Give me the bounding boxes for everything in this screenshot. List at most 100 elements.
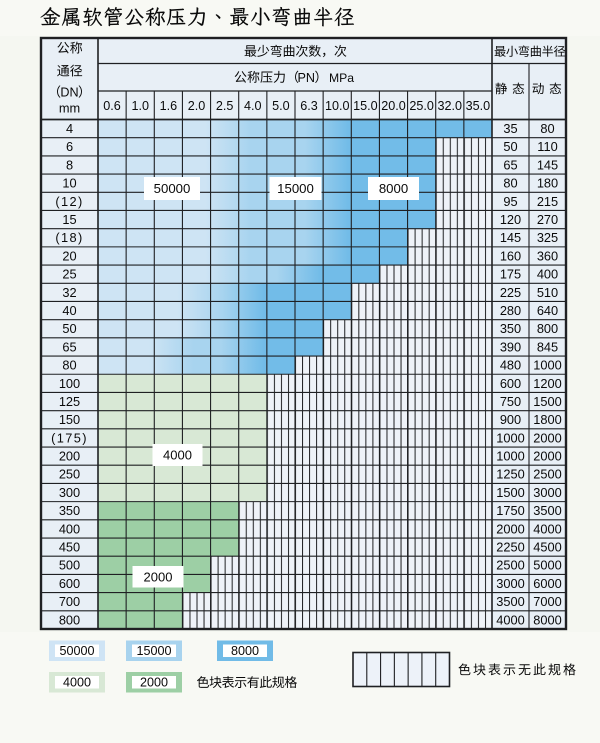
svg-text:480: 480 (500, 358, 521, 373)
svg-text:325: 325 (537, 230, 558, 245)
svg-text:15: 15 (62, 212, 76, 227)
svg-text:1.0: 1.0 (131, 99, 149, 113)
svg-text:5000: 5000 (533, 558, 561, 573)
svg-text:MPa: MPa (329, 71, 354, 85)
svg-text:2000: 2000 (533, 430, 561, 445)
svg-text:180: 180 (537, 176, 558, 191)
svg-text:4.0: 4.0 (244, 99, 262, 113)
svg-text:80: 80 (503, 176, 517, 191)
svg-text:800: 800 (537, 321, 558, 336)
svg-text:8: 8 (66, 157, 73, 172)
svg-text:1500: 1500 (496, 485, 524, 500)
svg-text:750: 750 (500, 394, 521, 409)
svg-text:400: 400 (537, 267, 558, 282)
svg-text:(18): (18) (55, 230, 83, 245)
svg-text:10: 10 (62, 176, 76, 191)
svg-text:7000: 7000 (533, 594, 561, 609)
svg-text:1000: 1000 (496, 449, 524, 464)
svg-text:600: 600 (500, 376, 521, 391)
svg-text:4000: 4000 (533, 521, 561, 536)
svg-text:150: 150 (59, 412, 80, 427)
svg-text:1750: 1750 (496, 503, 524, 518)
svg-text:1500: 1500 (533, 394, 561, 409)
svg-text:270: 270 (537, 212, 558, 227)
svg-text:(12): (12) (55, 194, 83, 209)
svg-text:250: 250 (59, 467, 80, 482)
svg-text:35.0: 35.0 (466, 99, 491, 113)
svg-text:3000: 3000 (496, 576, 524, 591)
svg-text:32.0: 32.0 (438, 99, 463, 113)
svg-text:120: 120 (500, 212, 521, 227)
svg-text:350: 350 (59, 503, 80, 518)
svg-text:65: 65 (503, 157, 517, 172)
svg-text:845: 845 (537, 339, 558, 354)
svg-text:2000: 2000 (140, 676, 168, 690)
svg-text:1800: 1800 (533, 412, 561, 427)
svg-text:125: 125 (59, 394, 80, 409)
svg-text:2250: 2250 (496, 540, 524, 555)
svg-text:4500: 4500 (533, 540, 561, 555)
svg-text:(175): (175) (51, 430, 88, 445)
svg-text:2.0: 2.0 (188, 99, 206, 113)
svg-text:40: 40 (62, 303, 76, 318)
svg-text:50: 50 (503, 139, 517, 154)
svg-text:4000: 4000 (496, 612, 524, 627)
svg-text:2500: 2500 (496, 558, 524, 573)
svg-text:mm: mm (59, 101, 80, 116)
svg-text:6: 6 (66, 139, 73, 154)
svg-text:500: 500 (59, 558, 80, 573)
svg-text:110: 110 (537, 139, 557, 154)
svg-text:3500: 3500 (533, 503, 561, 518)
svg-text:4: 4 (66, 121, 73, 136)
svg-text:4000: 4000 (163, 448, 192, 463)
svg-text:160: 160 (500, 248, 521, 263)
svg-text:215: 215 (537, 194, 558, 209)
svg-text:510: 510 (537, 285, 558, 300)
svg-text:3500: 3500 (496, 594, 524, 609)
svg-text:50: 50 (62, 321, 76, 336)
svg-text:8000: 8000 (533, 612, 561, 627)
svg-text:100: 100 (59, 376, 80, 391)
svg-text:80: 80 (540, 121, 554, 136)
svg-text:0.6: 0.6 (103, 99, 121, 113)
svg-text:2000: 2000 (496, 521, 524, 536)
svg-text:145: 145 (537, 157, 558, 172)
svg-text:1000: 1000 (533, 358, 561, 373)
svg-text:5.0: 5.0 (272, 99, 290, 113)
svg-text:225: 225 (500, 285, 521, 300)
svg-text:350: 350 (500, 321, 521, 336)
svg-text:PN: PN (298, 71, 316, 85)
svg-text:8000: 8000 (231, 644, 259, 658)
svg-text:400: 400 (59, 521, 80, 536)
svg-text:900: 900 (500, 412, 521, 427)
svg-text:1200: 1200 (533, 376, 561, 391)
svg-text:280: 280 (500, 303, 521, 318)
svg-text:2000: 2000 (144, 569, 173, 584)
svg-text:300: 300 (59, 485, 80, 500)
svg-text:640: 640 (537, 303, 558, 318)
svg-text:15000: 15000 (277, 181, 314, 196)
svg-text:3000: 3000 (533, 485, 561, 500)
svg-text:6000: 6000 (533, 576, 561, 591)
svg-text:15.0: 15.0 (353, 99, 378, 113)
svg-text:1.6: 1.6 (160, 99, 178, 113)
svg-text:DN: DN (60, 86, 78, 100)
svg-text:200: 200 (59, 449, 80, 464)
svg-text:4000: 4000 (63, 676, 91, 690)
svg-text:360: 360 (537, 248, 558, 263)
svg-text:450: 450 (59, 540, 80, 555)
svg-text:95: 95 (503, 194, 517, 209)
svg-text:80: 80 (62, 358, 76, 373)
svg-text:25: 25 (62, 267, 76, 282)
svg-text:600: 600 (59, 576, 80, 591)
svg-text:145: 145 (500, 230, 521, 245)
svg-text:390: 390 (500, 339, 521, 354)
svg-text:700: 700 (59, 594, 80, 609)
svg-text:50000: 50000 (59, 644, 94, 658)
svg-text:1250: 1250 (496, 467, 524, 482)
svg-text:35: 35 (503, 121, 517, 136)
svg-text:65: 65 (62, 339, 76, 354)
svg-text:6.3: 6.3 (300, 99, 318, 113)
svg-text:50000: 50000 (154, 181, 191, 196)
svg-text:2000: 2000 (533, 449, 561, 464)
